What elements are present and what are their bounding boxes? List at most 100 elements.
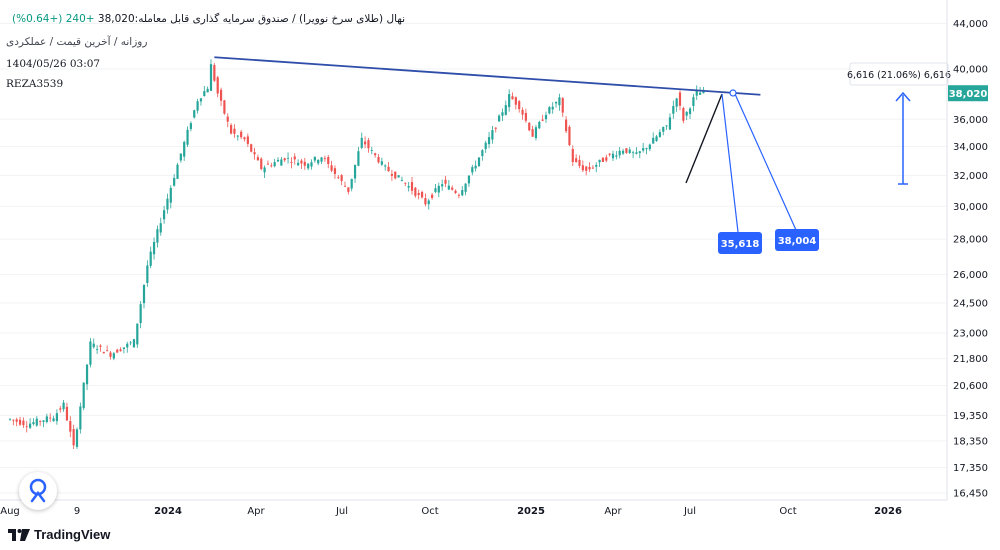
candle-body [226, 116, 229, 122]
candle-body [568, 126, 571, 146]
candle-body [129, 342, 132, 344]
candle-body [658, 132, 661, 137]
price-tick-label: 18,350 [953, 436, 988, 447]
candle-body [209, 64, 213, 91]
price-tick-label: 44,000 [953, 19, 988, 30]
candle-body [22, 420, 25, 426]
candle-body [578, 159, 581, 166]
candle-body [554, 101, 558, 104]
candle-body [464, 183, 467, 192]
candle-body [615, 155, 618, 157]
candle-body [49, 417, 52, 419]
candle-body [451, 187, 454, 190]
candle-body [276, 159, 280, 162]
time-tick-label: Oct [779, 506, 796, 517]
last-price-tag [948, 85, 988, 102]
candle-body [645, 148, 648, 150]
price-tick-label: 36,000 [953, 115, 988, 126]
candle-body [558, 97, 561, 106]
candle-body [441, 184, 444, 187]
candle-body [692, 97, 695, 106]
candle-body [434, 188, 437, 192]
symbol-title: نهال (طلای سرخ نوویرا) / صندوق سرمایه گذ… [138, 13, 406, 25]
candle-body [166, 198, 169, 210]
drawing-overlays: 35,618 38,004 6,616 (21.06%) 6,616 [214, 56, 951, 254]
price-tick-label: 23,000 [953, 329, 988, 340]
candle-body [695, 90, 698, 96]
candle-body [236, 135, 239, 137]
candle-body [688, 108, 692, 114]
candle-body [487, 137, 491, 145]
time-tick-label: Apr [604, 506, 622, 517]
price-tick-label: 24,500 [953, 298, 988, 309]
candle-body [240, 131, 243, 138]
candle-body [243, 137, 246, 140]
price-tick-label: 26,000 [953, 270, 988, 281]
measure-arrow-head [895, 91, 911, 102]
candle-body [410, 182, 414, 191]
candle-body [343, 185, 347, 187]
candle-body [652, 137, 655, 144]
candle-body [501, 112, 504, 116]
candle-body [601, 157, 605, 162]
price-tick-label: 34,000 [953, 142, 988, 153]
candle-body [42, 420, 45, 422]
candle-body [511, 96, 514, 100]
time-tick-label: Jul [335, 506, 348, 517]
candle-body [474, 165, 477, 169]
candle-body [333, 168, 337, 174]
candle-body [18, 419, 22, 425]
candle-body [397, 175, 400, 178]
chart-grid [0, 23, 947, 494]
price-tick-label: 30,000 [953, 202, 988, 213]
callout-box [718, 232, 762, 254]
candle-body [424, 198, 427, 205]
candle-body [119, 349, 122, 352]
candle-body [159, 223, 162, 233]
candle-body [531, 129, 534, 137]
candle-body [216, 77, 219, 94]
candlestick-series [8, 59, 705, 450]
candle-body [169, 187, 172, 203]
candle-body [82, 382, 85, 409]
candle-body [297, 162, 300, 166]
candle-body [685, 111, 688, 116]
candle-body [457, 194, 460, 196]
candle-body [286, 157, 290, 159]
candle-body [481, 150, 484, 157]
candle-body [72, 429, 75, 446]
candle-body [571, 148, 574, 162]
candle-body [283, 158, 286, 161]
tradingview-logo-icon [8, 528, 30, 541]
candle-body [52, 418, 55, 422]
candle-body [387, 166, 390, 172]
time-axis: Aug 9 2024 Apr Jul Oct 2025 Apr Jul Oct 2026 [0, 499, 947, 517]
author-name: REZA3539 [6, 78, 64, 90]
candle-body [122, 347, 125, 349]
candle-body [340, 175, 343, 181]
time-tick-label: 2024 [154, 506, 182, 517]
candle-body [69, 421, 72, 432]
candle-body [611, 153, 615, 159]
candle-body [176, 164, 179, 179]
tradingview-brand[interactable]: TradingView [8, 527, 110, 542]
candle-body [370, 150, 373, 151]
price-tick-label: 32,000 [953, 171, 988, 182]
candle-body [625, 148, 628, 153]
candle-body [682, 108, 685, 121]
candle-body [8, 418, 12, 420]
candle-body [179, 153, 182, 161]
candle-body [163, 210, 166, 220]
price-change: +240 (+0.64%) [12, 13, 95, 25]
candle-body [437, 185, 440, 193]
candle-body [534, 127, 538, 139]
candle-body [139, 304, 142, 324]
candle-body [347, 187, 350, 192]
candle-body [561, 98, 564, 113]
chart-title-bar: نهال (طلای سرخ نوویرا) / صندوق سرمایه گذ… [12, 13, 406, 25]
candle-body [380, 161, 383, 165]
price-tick-label: 21,800 [953, 354, 988, 365]
time-tick-label: 2025 [517, 506, 545, 517]
candle-body [638, 151, 641, 154]
